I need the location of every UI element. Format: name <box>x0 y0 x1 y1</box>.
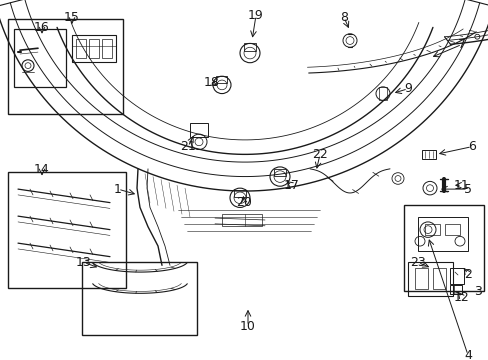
Text: 16: 16 <box>34 21 50 33</box>
Text: 5: 5 <box>463 183 471 195</box>
Text: 3: 3 <box>473 285 481 298</box>
Text: 23: 23 <box>409 256 425 269</box>
Bar <box>89 39 99 58</box>
Bar <box>403 204 483 291</box>
Text: 14: 14 <box>34 163 50 176</box>
Bar <box>424 224 439 235</box>
Text: 6: 6 <box>467 140 475 153</box>
Bar <box>444 224 459 235</box>
Bar <box>72 35 116 62</box>
Bar <box>449 285 461 294</box>
Bar <box>421 149 435 159</box>
Text: 2: 2 <box>463 267 471 280</box>
Text: 13: 13 <box>76 256 92 269</box>
Text: 1: 1 <box>114 183 122 195</box>
Bar <box>222 214 262 226</box>
Bar <box>8 172 126 288</box>
Bar <box>14 29 66 87</box>
Text: 17: 17 <box>284 179 299 192</box>
Text: 10: 10 <box>240 320 255 333</box>
Text: 9: 9 <box>403 82 411 95</box>
Text: 19: 19 <box>247 9 264 22</box>
Text: 12: 12 <box>453 291 469 304</box>
Bar <box>417 217 467 251</box>
Text: 22: 22 <box>311 148 327 161</box>
Text: 11: 11 <box>453 179 469 192</box>
Bar <box>407 262 452 296</box>
Bar <box>449 268 463 284</box>
Bar <box>378 87 386 100</box>
Bar <box>8 19 123 114</box>
Bar <box>244 44 256 51</box>
Bar <box>432 268 445 289</box>
Text: 8: 8 <box>339 11 347 24</box>
Bar <box>414 268 427 289</box>
Bar <box>76 39 86 58</box>
Text: 20: 20 <box>236 196 251 209</box>
Text: 15: 15 <box>64 11 80 24</box>
Text: 21: 21 <box>180 140 196 153</box>
Bar <box>102 39 112 58</box>
Text: 7: 7 <box>457 38 465 51</box>
Bar <box>216 76 226 83</box>
Bar <box>234 190 245 197</box>
Bar <box>82 262 197 335</box>
Bar <box>273 169 285 176</box>
Text: 18: 18 <box>203 76 220 90</box>
Text: 4: 4 <box>463 348 471 360</box>
Bar <box>190 123 207 137</box>
